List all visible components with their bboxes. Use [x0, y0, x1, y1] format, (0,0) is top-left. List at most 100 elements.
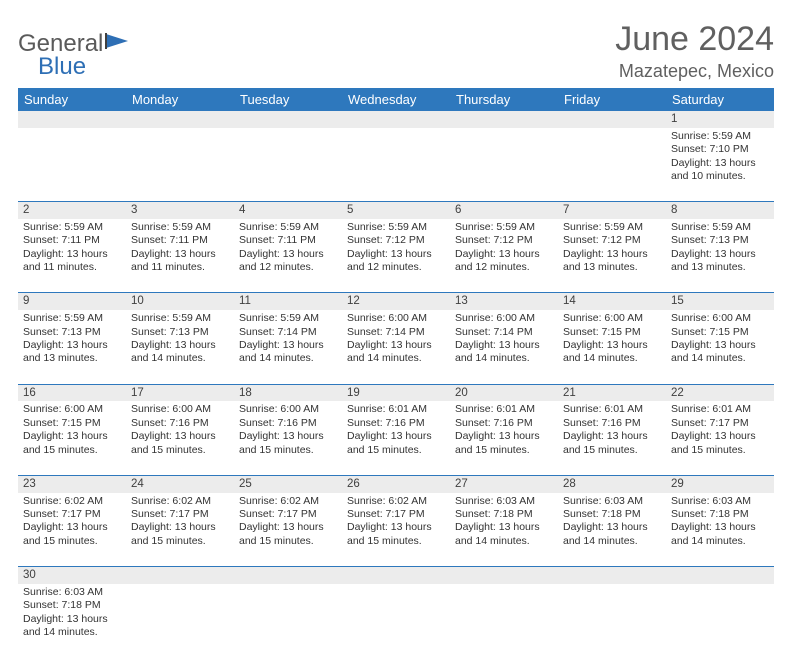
brand-text-2: Blue: [38, 53, 86, 81]
sunset-line: Sunset: 7:16 PM: [239, 417, 337, 430]
day-cell: Sunrise: 6:00 AMSunset: 7:16 PMDaylight:…: [126, 401, 234, 475]
daylight-line: Daylight: 13 hours and 14 minutes.: [131, 339, 229, 366]
sunset-line: Sunset: 7:17 PM: [671, 417, 769, 430]
sunset-line: Sunset: 7:15 PM: [671, 326, 769, 339]
daylight-line: Daylight: 13 hours and 15 minutes.: [23, 430, 121, 457]
sunrise-line: Sunrise: 6:01 AM: [347, 403, 445, 416]
daylight-line: Daylight: 13 hours and 14 minutes.: [671, 521, 769, 548]
sunrise-line: Sunrise: 6:01 AM: [671, 403, 769, 416]
daynum-row: 30: [18, 567, 774, 584]
day-number: [666, 567, 774, 584]
day-cell: Sunrise: 6:02 AMSunset: 7:17 PMDaylight:…: [126, 493, 234, 567]
sunrise-line: Sunrise: 5:59 AM: [239, 221, 337, 234]
day-number: 29: [666, 475, 774, 492]
sunrise-line: Sunrise: 6:00 AM: [347, 312, 445, 325]
day-number: [342, 111, 450, 128]
day-cell: [342, 584, 450, 658]
sunrise-line: Sunrise: 6:00 AM: [455, 312, 553, 325]
sunrise-line: Sunrise: 5:59 AM: [131, 221, 229, 234]
day-number: 7: [558, 202, 666, 219]
day-cell: Sunrise: 6:03 AMSunset: 7:18 PMDaylight:…: [558, 493, 666, 567]
day-cell: [234, 584, 342, 658]
sunset-line: Sunset: 7:12 PM: [563, 234, 661, 247]
day-cell: Sunrise: 5:59 AMSunset: 7:10 PMDaylight:…: [666, 128, 774, 202]
day-cell: Sunrise: 6:01 AMSunset: 7:16 PMDaylight:…: [450, 401, 558, 475]
daylight-line: Daylight: 13 hours and 14 minutes.: [23, 613, 121, 640]
day-cell: [450, 128, 558, 202]
day-number: 30: [18, 567, 126, 584]
location-label: Mazatepec, Mexico: [615, 61, 774, 82]
title-block: June 2024 Mazatepec, Mexico: [615, 20, 774, 82]
sunrise-line: Sunrise: 6:00 AM: [671, 312, 769, 325]
page-title: June 2024: [615, 20, 774, 59]
day-cell: [558, 584, 666, 658]
day-number: 5: [342, 202, 450, 219]
day-cell: Sunrise: 6:03 AMSunset: 7:18 PMDaylight:…: [450, 493, 558, 567]
day-cell: Sunrise: 6:02 AMSunset: 7:17 PMDaylight:…: [18, 493, 126, 567]
day-number: 9: [18, 293, 126, 310]
day-number: [234, 111, 342, 128]
day-info-row: Sunrise: 6:03 AMSunset: 7:18 PMDaylight:…: [18, 584, 774, 658]
day-number: 24: [126, 475, 234, 492]
sunset-line: Sunset: 7:14 PM: [239, 326, 337, 339]
day-cell: [18, 128, 126, 202]
daylight-line: Daylight: 13 hours and 15 minutes.: [239, 521, 337, 548]
sunrise-line: Sunrise: 6:03 AM: [563, 495, 661, 508]
header: General June 2024 Mazatepec, Mexico: [18, 20, 774, 82]
day-number: [558, 111, 666, 128]
day-number: 4: [234, 202, 342, 219]
sunset-line: Sunset: 7:17 PM: [347, 508, 445, 521]
day-number: 18: [234, 384, 342, 401]
sunset-line: Sunset: 7:15 PM: [23, 417, 121, 430]
sunrise-line: Sunrise: 6:01 AM: [563, 403, 661, 416]
day-number: 23: [18, 475, 126, 492]
day-number: 1: [666, 111, 774, 128]
day-number: [18, 111, 126, 128]
sunset-line: Sunset: 7:18 PM: [671, 508, 769, 521]
sunset-line: Sunset: 7:17 PM: [131, 508, 229, 521]
sunrise-line: Sunrise: 5:59 AM: [239, 312, 337, 325]
day-cell: Sunrise: 6:00 AMSunset: 7:15 PMDaylight:…: [558, 310, 666, 384]
day-number: 25: [234, 475, 342, 492]
sunrise-line: Sunrise: 6:02 AM: [347, 495, 445, 508]
daynum-row: 16171819202122: [18, 384, 774, 401]
sunrise-line: Sunrise: 5:59 AM: [455, 221, 553, 234]
sunset-line: Sunset: 7:16 PM: [347, 417, 445, 430]
weekday-header: Wednesday: [342, 88, 450, 111]
sunrise-line: Sunrise: 5:59 AM: [23, 312, 121, 325]
day-cell: [666, 584, 774, 658]
sunrise-line: Sunrise: 5:59 AM: [671, 221, 769, 234]
daylight-line: Daylight: 13 hours and 10 minutes.: [671, 157, 769, 184]
sunset-line: Sunset: 7:13 PM: [23, 326, 121, 339]
sunrise-line: Sunrise: 6:02 AM: [239, 495, 337, 508]
daylight-line: Daylight: 13 hours and 15 minutes.: [131, 521, 229, 548]
day-info-row: Sunrise: 6:00 AMSunset: 7:15 PMDaylight:…: [18, 401, 774, 475]
daylight-line: Daylight: 13 hours and 14 minutes.: [239, 339, 337, 366]
day-info-row: Sunrise: 6:02 AMSunset: 7:17 PMDaylight:…: [18, 493, 774, 567]
day-number: [126, 567, 234, 584]
day-info-row: Sunrise: 5:59 AMSunset: 7:13 PMDaylight:…: [18, 310, 774, 384]
sunset-line: Sunset: 7:13 PM: [131, 326, 229, 339]
sunrise-line: Sunrise: 5:59 AM: [347, 221, 445, 234]
daylight-line: Daylight: 13 hours and 14 minutes.: [347, 339, 445, 366]
sunset-line: Sunset: 7:10 PM: [671, 143, 769, 156]
day-cell: [126, 128, 234, 202]
sunrise-line: Sunrise: 5:59 AM: [563, 221, 661, 234]
daynum-row: 1: [18, 111, 774, 128]
daylight-line: Daylight: 13 hours and 12 minutes.: [455, 248, 553, 275]
daylight-line: Daylight: 13 hours and 15 minutes.: [455, 430, 553, 457]
day-number: 8: [666, 202, 774, 219]
daylight-line: Daylight: 13 hours and 15 minutes.: [563, 430, 661, 457]
day-cell: [126, 584, 234, 658]
day-number: 15: [666, 293, 774, 310]
day-cell: Sunrise: 6:00 AMSunset: 7:16 PMDaylight:…: [234, 401, 342, 475]
sunset-line: Sunset: 7:14 PM: [347, 326, 445, 339]
day-cell: [558, 128, 666, 202]
daylight-line: Daylight: 13 hours and 13 minutes.: [671, 248, 769, 275]
weekday-header: Thursday: [450, 88, 558, 111]
sunset-line: Sunset: 7:11 PM: [239, 234, 337, 247]
day-cell: Sunrise: 5:59 AMSunset: 7:14 PMDaylight:…: [234, 310, 342, 384]
day-number: 17: [126, 384, 234, 401]
day-cell: [342, 128, 450, 202]
sunrise-line: Sunrise: 6:02 AM: [131, 495, 229, 508]
